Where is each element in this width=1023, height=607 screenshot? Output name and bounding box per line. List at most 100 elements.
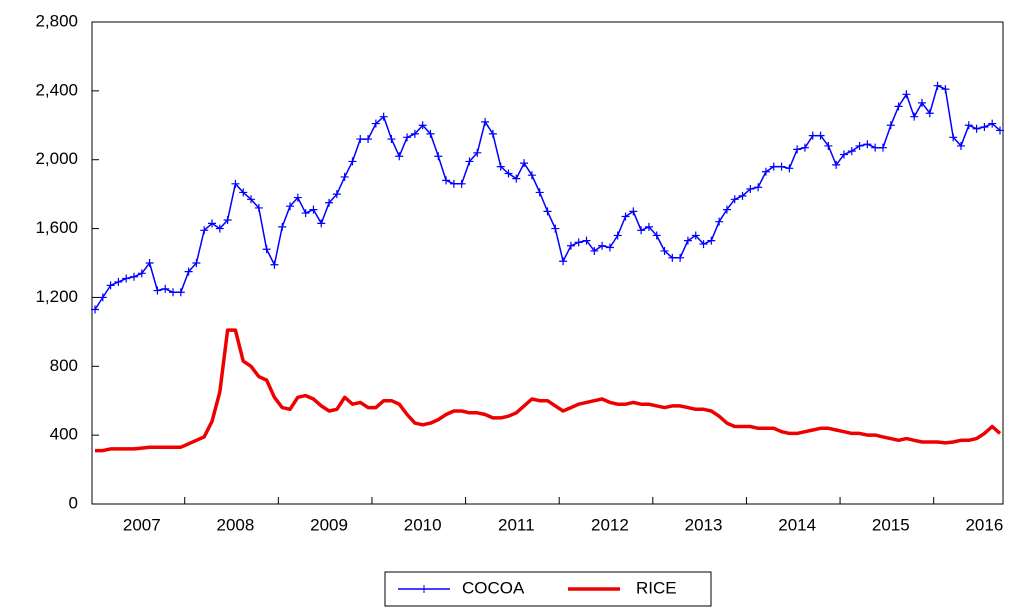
series-line	[95, 328, 1002, 453]
marker	[488, 129, 497, 138]
marker-cross	[598, 241, 607, 250]
marker-cross	[278, 222, 287, 231]
marker	[426, 129, 435, 138]
marker	[98, 293, 107, 302]
marker-cross	[691, 231, 700, 240]
x-tick-label: 2016	[965, 515, 1003, 534]
marker-cross	[847, 147, 856, 156]
marker	[457, 179, 466, 188]
marker	[808, 131, 817, 140]
y-tick-label: 2,000	[35, 149, 78, 168]
series-line	[94, 84, 1001, 310]
marker-cross	[910, 112, 919, 121]
marker-cross	[379, 112, 388, 121]
marker-cross	[629, 207, 638, 216]
marker-cross	[223, 215, 232, 224]
marker	[418, 121, 427, 130]
marker-cross	[364, 135, 373, 144]
marker-cross	[839, 150, 848, 159]
marker-cross	[535, 188, 544, 197]
marker-cross	[902, 90, 911, 99]
marker	[676, 253, 685, 262]
x-tick-label: 2009	[310, 515, 348, 534]
marker-cross	[270, 260, 279, 269]
marker	[356, 135, 365, 144]
marker-cross	[457, 179, 466, 188]
marker-cross	[418, 121, 427, 130]
x-tick-label: 2015	[872, 515, 910, 534]
x-tick-label: 2012	[591, 515, 629, 534]
marker	[247, 195, 256, 204]
marker	[988, 119, 997, 128]
marker-cross	[169, 288, 178, 297]
marker-cross	[871, 143, 880, 152]
marker-cross	[559, 257, 568, 266]
marker-cross	[637, 226, 646, 235]
marker-cross	[707, 236, 716, 245]
marker-cross	[722, 205, 731, 214]
marker-cross	[582, 236, 591, 245]
x-tick-label: 2008	[217, 515, 255, 534]
marker	[239, 188, 248, 197]
marker-cross	[574, 238, 583, 247]
marker-cross	[309, 205, 318, 214]
marker	[863, 140, 872, 149]
marker-cross	[192, 259, 201, 267]
x-tick-label: 2011	[498, 515, 535, 534]
marker-cross	[262, 245, 271, 254]
marker	[964, 121, 973, 130]
marker-cross	[301, 209, 310, 218]
marker-cross	[816, 131, 825, 140]
marker	[262, 245, 271, 254]
marker-cross	[652, 231, 661, 240]
marker	[847, 147, 856, 156]
marker	[637, 226, 646, 235]
marker	[286, 202, 295, 211]
marker	[910, 112, 919, 121]
marker	[293, 193, 302, 202]
marker	[301, 209, 310, 218]
marker	[543, 207, 552, 216]
marker	[278, 222, 287, 231]
marker	[192, 259, 201, 267]
marker	[520, 159, 529, 168]
marker	[114, 277, 123, 286]
marker-cross	[832, 160, 841, 169]
marker	[169, 288, 178, 297]
marker-cross	[387, 135, 396, 144]
y-tick-label: 2,400	[35, 80, 78, 99]
marker	[130, 272, 139, 281]
marker	[699, 240, 708, 249]
marker	[559, 257, 568, 266]
marker-cross	[738, 191, 747, 200]
marker-cross	[800, 143, 809, 152]
marker	[777, 162, 786, 171]
marker	[379, 112, 388, 121]
marker	[574, 238, 583, 247]
marker	[473, 148, 482, 157]
marker	[785, 164, 794, 173]
marker	[442, 176, 451, 185]
marker	[824, 141, 833, 150]
marker	[925, 109, 934, 118]
marker	[223, 215, 232, 224]
marker-cross	[286, 202, 295, 211]
marker-cross	[863, 140, 872, 149]
marker-cross	[824, 141, 833, 150]
marker-cross	[894, 102, 903, 111]
marker	[395, 152, 404, 161]
legend: COCOA RICE	[384, 571, 712, 607]
x-tick-label: 2010	[404, 515, 442, 534]
x-tick-label: 2014	[778, 515, 816, 534]
marker-cross	[917, 98, 926, 107]
marker	[434, 152, 443, 161]
marker	[738, 191, 747, 200]
marker	[668, 253, 677, 262]
marker-cross	[746, 184, 755, 193]
marker-cross	[730, 195, 739, 204]
marker-cross	[348, 157, 357, 166]
marker-cross	[754, 183, 763, 192]
marker-cross	[161, 284, 170, 293]
marker	[917, 98, 926, 107]
